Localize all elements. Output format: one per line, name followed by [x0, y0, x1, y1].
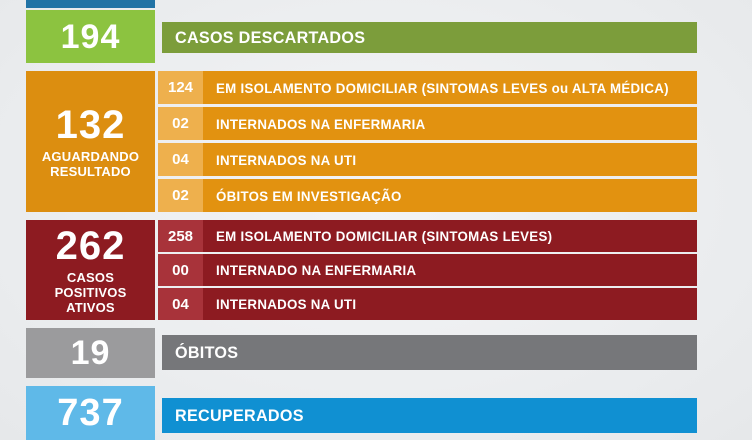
aguardando-row-obitos-investigacao: 02 ÓBITOS EM INVESTIGAÇÃO [158, 179, 697, 212]
row-count-cell: 02 [158, 107, 203, 140]
obitos-count-box: 19 [26, 328, 155, 378]
row-label-bar: EM ISOLAMENTO DOMICILIAR (SINTOMAS LEVES… [203, 71, 697, 104]
row-label: INTERNADOS NA UTI [216, 296, 357, 312]
row-count: 00 [172, 261, 189, 279]
row-label: ÓBITOS EM INVESTIGAÇÃO [216, 187, 402, 204]
obitos-label: ÓBITOS [175, 342, 239, 362]
positivos-count: 262 [55, 223, 126, 268]
row-count: 04 [172, 151, 189, 168]
recuperados-count: 737 [57, 392, 124, 434]
row-label: INTERNADO NA ENFERMARIA [216, 262, 417, 278]
row-count-cell: 04 [158, 288, 203, 320]
aguardando-row-enfermaria: 02 INTERNADOS NA ENFERMARIA [158, 107, 697, 140]
top-blue-strip [26, 0, 155, 8]
row-label-bar: EM ISOLAMENTO DOMICILIAR (SINTOMAS LEVES… [203, 220, 697, 252]
positivos-row-isolamento: 258 EM ISOLAMENTO DOMICILIAR (SINTOMAS L… [158, 220, 697, 252]
obitos-count: 19 [70, 334, 111, 372]
descartados-label: CASOS DESCARTADOS [175, 27, 366, 47]
aguardando-count-box: 132 AGUARDANDO RESULTADO [26, 71, 155, 212]
recuperados-count-box: 737 [26, 386, 155, 440]
row-count-cell: 258 [158, 220, 203, 252]
row-count: 124 [167, 79, 194, 96]
row-label-bar: INTERNADOS NA UTI [203, 143, 697, 176]
row-count-cell: 04 [158, 143, 203, 176]
positivos-row-uti: 04 INTERNADOS NA UTI [158, 288, 697, 320]
row-count: 258 [167, 227, 194, 245]
recuperados-label: RECUPERADOS [175, 405, 304, 425]
row-count-cell: 02 [158, 179, 203, 212]
row-count: 02 [172, 115, 189, 132]
row-label-bar: INTERNADOS NA UTI [203, 288, 697, 320]
row-count-cell: 124 [158, 71, 203, 104]
row-label: INTERNADOS NA ENFERMARIA [216, 115, 426, 132]
positivos-row-enfermaria: 00 INTERNADO NA ENFERMARIA [158, 254, 697, 286]
descartados-label-bar: CASOS DESCARTADOS [162, 22, 697, 53]
aguardando-row-uti: 04 INTERNADOS NA UTI [158, 143, 697, 176]
aguardando-sublabel: AGUARDANDO RESULTADO [41, 148, 140, 179]
row-label: EM ISOLAMENTO DOMICILIAR (SINTOMAS LEVES… [216, 228, 553, 244]
positivos-sublabel: CASOS POSITIVOS ATIVOS [54, 269, 127, 315]
row-count: 04 [172, 295, 189, 313]
descartados-count: 194 [60, 17, 121, 56]
row-count: 02 [172, 187, 189, 204]
positivos-count-box: 262 CASOS POSITIVOS ATIVOS [26, 220, 155, 320]
descartados-count-box: 194 [26, 10, 155, 63]
row-label: INTERNADOS NA UTI [216, 151, 357, 168]
row-label-bar: ÓBITOS EM INVESTIGAÇÃO [203, 179, 697, 212]
aguardando-count: 132 [55, 102, 126, 147]
recuperados-label-bar: RECUPERADOS [162, 398, 697, 433]
obitos-label-bar: ÓBITOS [162, 335, 697, 370]
row-label-bar: INTERNADO NA ENFERMARIA [203, 254, 697, 286]
row-label: EM ISOLAMENTO DOMICILIAR (SINTOMAS LEVES… [216, 79, 669, 96]
row-count-cell: 00 [158, 254, 203, 286]
row-label-bar: INTERNADOS NA ENFERMARIA [203, 107, 697, 140]
aguardando-row-isolamento: 124 EM ISOLAMENTO DOMICILIAR (SINTOMAS L… [158, 71, 697, 104]
